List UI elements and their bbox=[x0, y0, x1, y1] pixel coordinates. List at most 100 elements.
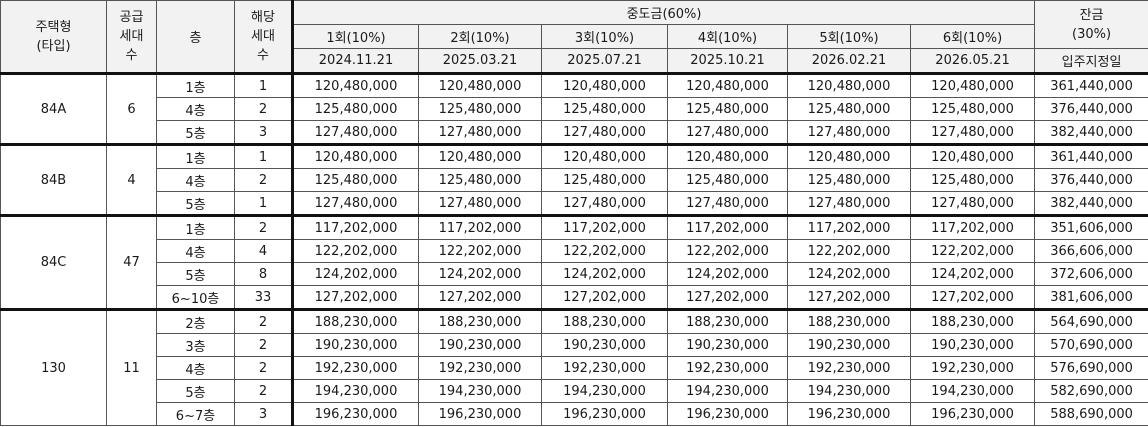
payment-cell: 188,230,000 bbox=[909, 308, 1036, 334]
payment-cell: 127,480,000 bbox=[291, 191, 419, 216]
payment-cell: 124,202,000 bbox=[909, 262, 1036, 286]
payment-cell: 194,230,000 bbox=[541, 379, 668, 403]
payment-cell: 122,202,000 bbox=[291, 239, 419, 263]
payment-cell: 192,230,000 bbox=[291, 356, 419, 380]
payment-cell: 120,480,000 bbox=[541, 143, 668, 169]
supply-cell: 6 bbox=[106, 73, 157, 145]
payment-cell: 190,230,000 bbox=[418, 333, 542, 357]
installment-label: 6회(10%) bbox=[909, 24, 1036, 49]
payment-cell: 127,480,000 bbox=[667, 191, 788, 216]
installment-label: 2회(10%) bbox=[418, 24, 542, 49]
payment-cell: 194,230,000 bbox=[291, 379, 419, 403]
header-type-line2: (타입) bbox=[36, 38, 71, 54]
payment-cell: 188,230,000 bbox=[291, 308, 419, 334]
header-row-2: 1회(10%) 2회(10%) 3회(10%) 4회(10%) 5회(10%) 6회(10… bbox=[1, 24, 1148, 49]
balance-cell: 366,606,000 bbox=[1034, 239, 1148, 263]
table-row: 5층 2 194,230,000 194,230,000 194,230,000 194,… bbox=[1, 379, 1148, 403]
table-row: 84A 6 1층 1 120,480,000 120,480,000 120,480,000… bbox=[0, 73, 1148, 145]
units-cell: 2 bbox=[234, 333, 293, 357]
units-cell: 2 bbox=[234, 356, 293, 380]
payment-cell: 127,480,000 bbox=[787, 120, 911, 145]
balance-cell: 372,606,000 bbox=[1034, 262, 1148, 286]
type-cell: 84C bbox=[0, 214, 107, 310]
payment-cell: 117,202,000 bbox=[418, 214, 542, 240]
floor-cell: 3층 bbox=[156, 333, 235, 357]
payment-cell: 196,230,000 bbox=[787, 402, 911, 426]
table-row: 4층 2 125,480,000 125,480,000 125,480,000 125,… bbox=[1, 97, 1148, 121]
type-cell: 130 bbox=[0, 308, 107, 426]
floor-cell: 4층 bbox=[156, 239, 235, 263]
installment-date: 2025.10.21 bbox=[667, 48, 788, 75]
payment-cell: 127,202,000 bbox=[787, 285, 911, 310]
balance-cell: 588,690,000 bbox=[1034, 402, 1148, 426]
payment-cell: 120,480,000 bbox=[787, 73, 911, 98]
balance-cell: 376,440,000 bbox=[1034, 168, 1148, 192]
payment-cell: 117,202,000 bbox=[787, 214, 911, 240]
payment-cell: 127,480,000 bbox=[787, 191, 911, 216]
table-header: 주택형 (타입) 공급 세대 수 층 해당 세대 수 중도금(60%) 잔금 (… bbox=[0, 0, 1148, 75]
payment-cell: 117,202,000 bbox=[909, 214, 1036, 240]
header-type-line1: 주택형 bbox=[35, 19, 72, 35]
units-cell: 2 bbox=[234, 214, 293, 240]
header-row-3: 2024.11.21 2025.03.21 2025.07.21 2025.10.21… bbox=[1, 48, 1148, 75]
payment-cell: 125,480,000 bbox=[667, 97, 788, 121]
payment-cell: 120,480,000 bbox=[291, 143, 419, 169]
units-cell: 2 bbox=[234, 168, 293, 192]
balance-cell: 361,440,000 bbox=[1034, 143, 1148, 169]
payment-cell: 124,202,000 bbox=[787, 262, 911, 286]
payment-cell: 120,480,000 bbox=[667, 73, 788, 98]
floor-cell: 1층 bbox=[156, 214, 235, 240]
units-cell: 1 bbox=[234, 143, 293, 169]
payment-cell: 120,480,000 bbox=[909, 143, 1036, 169]
balance-date: 입주지정일 bbox=[1034, 48, 1148, 75]
header-supply: 공급 세대 수 bbox=[106, 0, 157, 75]
payment-cell: 196,230,000 bbox=[667, 402, 788, 426]
payment-cell: 190,230,000 bbox=[909, 333, 1036, 357]
table-row: 84C 47 1층 2 117,202,000 117,202,000 117,202,00… bbox=[0, 214, 1148, 310]
payment-cell: 190,230,000 bbox=[787, 333, 911, 357]
header-balance-line2: (30%) bbox=[1072, 26, 1112, 42]
installment-label: 5회(10%) bbox=[787, 24, 911, 49]
payment-cell: 127,480,000 bbox=[291, 120, 419, 145]
payment-cell: 196,230,000 bbox=[418, 402, 542, 426]
table-row: 6~7층 3 196,230,000 196,230,000 196,230,000 19… bbox=[1, 402, 1148, 426]
units-cell: 1 bbox=[234, 73, 293, 98]
payment-cell: 192,230,000 bbox=[541, 356, 668, 380]
payment-cell: 124,202,000 bbox=[667, 262, 788, 286]
payment-cell: 192,230,000 bbox=[667, 356, 788, 380]
payment-cell: 125,480,000 bbox=[291, 168, 419, 192]
payment-cell: 120,480,000 bbox=[541, 73, 668, 98]
payment-cell: 127,202,000 bbox=[418, 285, 542, 310]
payment-cell: 196,230,000 bbox=[541, 402, 668, 426]
table-row: 6~10층 33 127,202,000 127,202,000 127,202,000… bbox=[1, 285, 1148, 310]
units-cell: 2 bbox=[234, 308, 293, 334]
payment-cell: 120,480,000 bbox=[909, 73, 1036, 98]
balance-cell: 570,690,000 bbox=[1034, 333, 1148, 357]
supply-cell: 4 bbox=[106, 143, 157, 216]
payment-cell: 127,480,000 bbox=[909, 120, 1036, 145]
table-row: 130 11 2층 2 188,230,000 188,230,000 188,230,00… bbox=[0, 308, 1148, 426]
payment-cell: 127,202,000 bbox=[909, 285, 1036, 310]
payment-cell: 127,480,000 bbox=[541, 120, 668, 145]
installment-date: 2026.02.21 bbox=[787, 48, 911, 75]
payment-cell: 117,202,000 bbox=[667, 214, 788, 240]
balance-cell: 576,690,000 bbox=[1034, 356, 1148, 380]
payment-cell: 127,480,000 bbox=[418, 191, 542, 216]
header-floor: 층 bbox=[156, 0, 235, 75]
units-cell: 3 bbox=[234, 402, 293, 426]
table-row: 3층 2 190,230,000 190,230,000 190,230,000 190,… bbox=[1, 333, 1148, 357]
payment-cell: 127,202,000 bbox=[541, 285, 668, 310]
payment-cell: 125,480,000 bbox=[667, 168, 788, 192]
floor-cell: 1층 bbox=[156, 73, 235, 98]
supply-cell: 47 bbox=[106, 214, 157, 310]
payment-cell: 125,480,000 bbox=[418, 168, 542, 192]
table-row: 5층 3 127,480,000 127,480,000 127,480,000 127,… bbox=[1, 120, 1148, 145]
header-units-line2: 세대 bbox=[251, 29, 275, 44]
payment-cell: 117,202,000 bbox=[541, 214, 668, 240]
header-type: 주택형 (타입) bbox=[0, 0, 107, 75]
floor-cell: 5층 bbox=[156, 379, 235, 403]
balance-cell: 382,440,000 bbox=[1034, 120, 1148, 145]
payment-cell: 125,480,000 bbox=[541, 168, 668, 192]
units-cell: 8 bbox=[234, 262, 293, 286]
floor-cell: 5층 bbox=[156, 191, 235, 216]
